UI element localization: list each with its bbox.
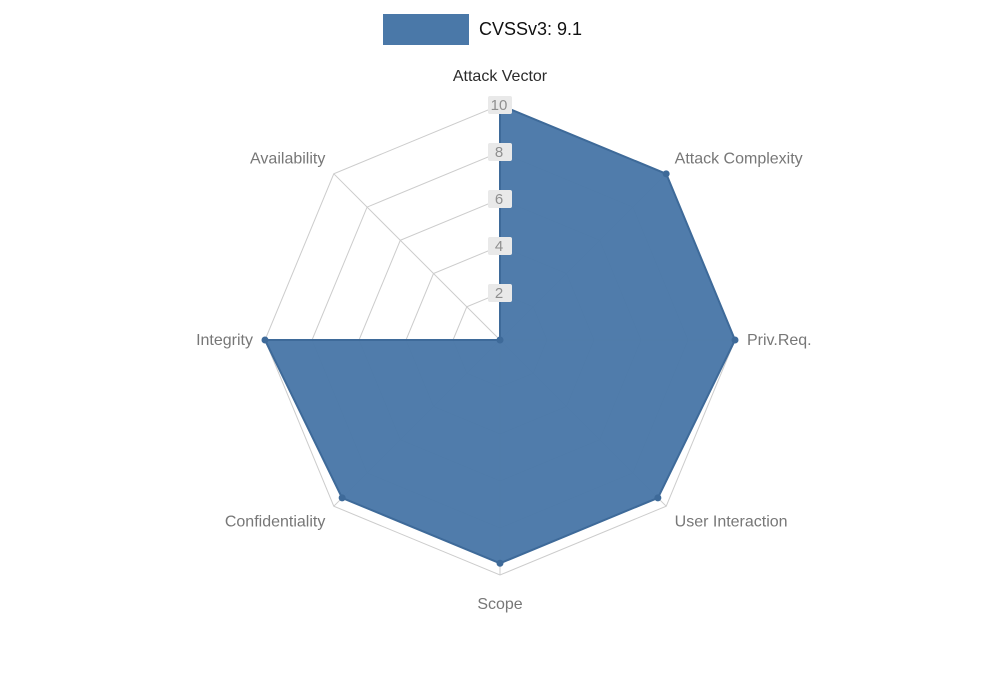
legend: CVSSv3: 9.1 [383, 14, 582, 45]
legend-swatch [383, 14, 469, 45]
tick-label-box [488, 96, 512, 114]
axis-label-user-interaction: User Interaction [675, 514, 788, 531]
axis-label-attack-complexity: Attack Complexity [675, 150, 803, 167]
axis-label-confidentiality: Confidentiality [225, 514, 326, 531]
tick-label-box [488, 284, 512, 302]
tick-label-box [488, 143, 512, 161]
tick-label: 10 [491, 97, 508, 114]
series-vertex-marker [338, 494, 346, 502]
axis-label-scope: Scope [477, 596, 522, 613]
tick-label-box [488, 190, 512, 208]
series-vertex-marker [731, 336, 739, 344]
tick-label: 6 [495, 191, 503, 208]
axis-label-integrity: Integrity [196, 332, 253, 349]
series-vertex-marker [496, 336, 504, 344]
tick-label: 8 [495, 144, 503, 161]
tick-label: 4 [495, 238, 503, 255]
tick-label: 2 [495, 285, 503, 302]
grid-spoke [333, 173, 501, 341]
series-vertex-marker [496, 559, 504, 567]
series-vertex-marker [662, 170, 670, 178]
series-vertex-marker [261, 336, 269, 344]
series-vertex-marker [654, 494, 662, 502]
axis-label-attack-vector: Attack Vector [453, 68, 548, 85]
axis-label-priv-req: Priv.Req. [747, 332, 812, 349]
legend-label: CVSSv3: 9.1 [479, 19, 583, 39]
axis-label-availability: Availability [250, 150, 325, 167]
tick-label-box [488, 237, 512, 255]
